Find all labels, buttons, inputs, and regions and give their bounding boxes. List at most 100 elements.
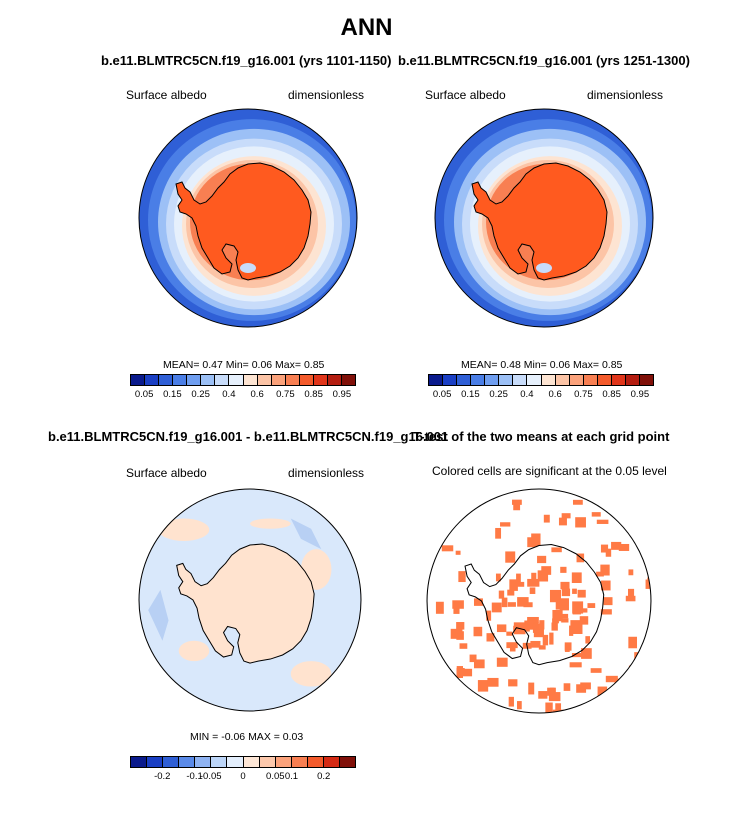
significant-cell	[528, 682, 535, 695]
significant-cell	[513, 503, 521, 511]
significant-cell	[576, 553, 585, 563]
colorbar-swatch	[243, 375, 258, 385]
significant-cell	[491, 602, 502, 613]
significant-cell	[537, 570, 549, 582]
significant-cell	[605, 548, 612, 557]
significant-cell	[571, 653, 582, 658]
significant-cell	[505, 551, 516, 563]
significant-cell	[591, 512, 601, 517]
colorbar-tick-label: 0.05	[134, 389, 154, 400]
significant-cell	[563, 683, 571, 691]
significant-cell	[496, 657, 508, 667]
colorbar-swatch	[341, 375, 355, 385]
significant-cell	[550, 687, 555, 693]
significant-cell	[473, 626, 483, 637]
significant-cell	[596, 519, 609, 524]
panel2-title: b.e11.BLMTRC5CN.f19_g16.001 (yrs 1251-13…	[398, 53, 690, 68]
panel1-variable-label: Surface albedo	[126, 88, 207, 102]
significant-cell	[530, 640, 541, 648]
significant-cell	[512, 499, 522, 505]
significant-cell	[473, 598, 483, 606]
colorbar-swatch	[429, 375, 444, 385]
significant-cell	[560, 566, 567, 573]
significant-cell	[581, 648, 592, 659]
significant-cell	[549, 632, 554, 645]
significant-cell	[597, 686, 608, 698]
colorbar-tick-label: 0.4	[222, 389, 236, 400]
colorbar-tick-label: 0.2	[317, 771, 331, 782]
significant-cell	[611, 541, 622, 550]
significant-cell	[506, 642, 518, 649]
significant-cell	[569, 662, 582, 668]
panel1-units-label: dimensionless	[288, 88, 365, 102]
significant-cell	[508, 679, 518, 687]
main-title: ANN	[340, 14, 393, 41]
colorbar-tick-label: -0.05	[199, 771, 222, 782]
panel3-units-label: dimensionless	[288, 466, 365, 480]
significant-cell	[628, 588, 635, 601]
significant-cell	[532, 623, 540, 633]
significant-cell	[600, 544, 609, 553]
colorbar-tick-label: 0.05	[266, 771, 285, 782]
significant-cell	[543, 514, 550, 523]
colorbar-swatch	[625, 375, 640, 385]
colorbar-tick-label: -0.2	[154, 771, 171, 782]
significant-cell	[477, 680, 489, 692]
colorbar-swatch	[275, 757, 292, 767]
diff-negative-patch	[148, 589, 169, 641]
map-border	[138, 488, 362, 712]
panel1-map	[138, 108, 358, 328]
significant-cell	[618, 543, 630, 551]
colorbar-swatch	[229, 375, 244, 385]
colorbar-tick-label: 0.4	[520, 389, 534, 400]
ice-shelf-low-albedo	[240, 263, 256, 273]
colorbar-tick-label: 0.75	[276, 389, 295, 400]
significant-cell	[469, 654, 477, 663]
significant-cell	[452, 600, 464, 609]
significant-cell	[495, 527, 502, 539]
significant-cell	[579, 616, 589, 625]
significant-cell	[561, 513, 571, 519]
diff-positive-patch	[158, 518, 210, 541]
colorbar-swatch	[131, 375, 146, 385]
panel4-title: T-test of the two means at each grid poi…	[413, 429, 670, 444]
significant-cell	[605, 675, 618, 683]
colorbar-swatch	[583, 375, 598, 385]
colorbar-swatch	[179, 757, 196, 767]
colorbar-tick-label: 0.05	[432, 389, 452, 400]
diff-ice-region	[176, 544, 315, 664]
colorbar-swatch	[457, 375, 472, 385]
colorbar-tick-label: 0	[240, 771, 246, 782]
significant-cell	[551, 547, 562, 553]
significant-cell	[569, 625, 574, 636]
significant-cell	[552, 609, 563, 622]
significant-cell	[558, 517, 567, 526]
significant-cell	[523, 602, 533, 608]
colorbar-swatch	[323, 757, 341, 767]
panel1-stats: MEAN= 0.47 Min= 0.06 Max= 0.85	[163, 359, 325, 371]
significant-cell	[596, 571, 604, 577]
panel2-stats: MEAN= 0.48 Min= 0.06 Max= 0.85	[461, 359, 623, 371]
significant-cell	[542, 634, 549, 646]
panel3-colorbar	[130, 756, 356, 768]
coastline	[471, 162, 608, 281]
colorbar-swatch	[541, 375, 556, 385]
significant-cell	[645, 579, 651, 589]
significant-cell	[628, 665, 637, 677]
colorbar-swatch	[340, 757, 356, 767]
significant-cell	[576, 684, 587, 693]
colorbar-swatch	[443, 375, 458, 385]
significant-cell	[551, 622, 558, 631]
significant-cell	[600, 609, 612, 615]
significant-cell	[561, 613, 569, 619]
panel2-map	[434, 108, 654, 328]
colorbar-tick-label: 0.75	[574, 389, 593, 400]
significant-cell	[628, 569, 634, 576]
panel4-subtitle: Colored cells are significant at the 0.0…	[432, 464, 667, 478]
colorbar-swatch	[259, 757, 276, 767]
colorbar-swatch	[291, 757, 308, 767]
ice-sheet	[176, 163, 311, 280]
significant-cell	[572, 621, 583, 634]
panel3-variable-label: Surface albedo	[126, 466, 207, 480]
colorbar-swatch	[187, 375, 202, 385]
